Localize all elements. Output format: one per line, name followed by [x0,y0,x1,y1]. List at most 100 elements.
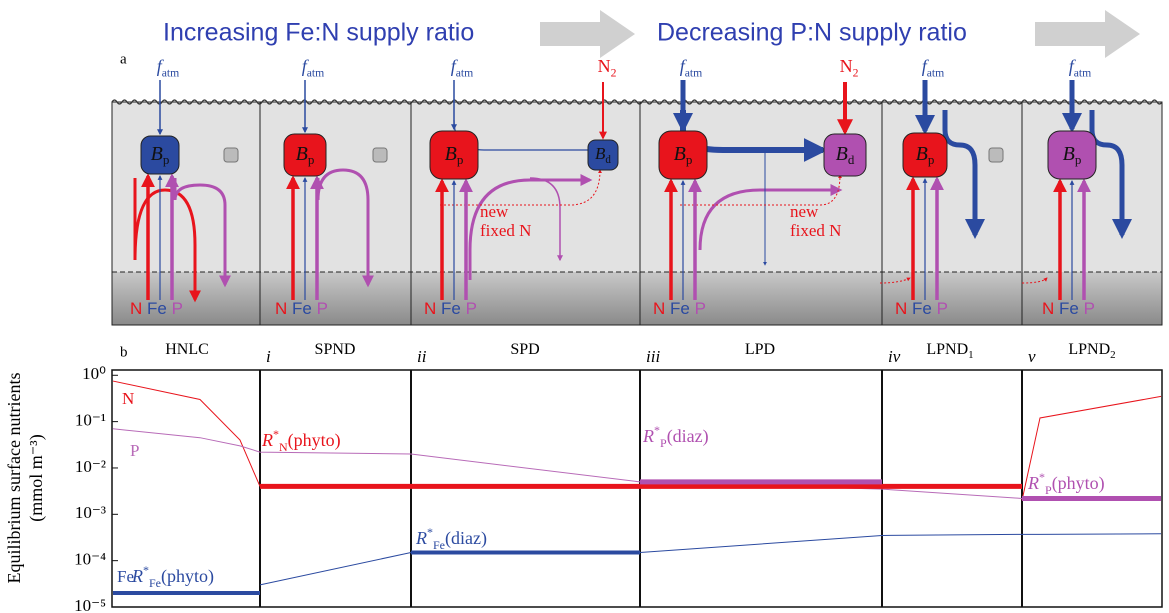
label-main: B [595,144,606,163]
label-sup: * [143,563,149,577]
nutrient-label: P [466,299,477,318]
label-sub: p [308,152,315,167]
panel-b: 10⁰10⁻¹10⁻²10⁻³10⁻⁴10⁻⁵Equilibrium surfa… [4,341,1161,613]
regime-label: HNLC [165,341,209,358]
boundary-label: i [266,347,271,366]
fixed-n-label: new [790,202,819,221]
label-sub: Fe [149,576,161,590]
nutrient-label: P [1084,299,1095,318]
header-right: Decreasing P:N supply ratio [657,19,967,47]
nutrient-label: P [172,299,183,318]
label-sup: * [654,423,660,437]
y-axis-label: (mmol m⁻³) [26,434,47,521]
series-label: P [130,441,139,460]
nutrient-label: Fe [292,299,312,318]
regime-label: SPD [510,341,539,358]
regime-label: LPND1 [926,341,973,361]
label-main: B [296,143,308,165]
label-main: R [261,430,273,450]
deep-layer [112,272,1162,325]
label-main: R [131,566,143,586]
nutrient-label: P [317,299,328,318]
boundary-label: v [1028,347,1036,366]
y-tick-label: 10⁻⁵ [74,596,106,613]
y-tick-label: 10⁻¹ [75,411,106,430]
regime-name: LPND [1068,341,1110,358]
nutrient-labels: N Fe P [424,299,477,318]
label-sub: N [279,440,288,454]
label-sub: p [928,152,935,167]
regime-label: LPND2 [1068,341,1115,361]
label-sub: atm [456,66,474,79]
series-label: R*Fe(diaz) [415,525,487,552]
label-sub: 2 [611,66,617,79]
label-suffix: (phyto) [288,430,341,451]
flux-label: fatm [1069,56,1092,79]
regime-name: SPND [315,341,356,358]
flux-label: fatm [922,56,945,79]
label-sup: * [427,525,433,539]
series-label: R*Fe(phyto) [131,563,214,590]
regime-name: SPD [510,341,539,358]
nutrient-label: N [1042,299,1054,318]
label-main: R [1027,473,1039,493]
nutrient-label: Fe [441,299,461,318]
nutrient-label: Fe [670,299,690,318]
regime-name: HNLC [165,341,209,358]
label-main: B [836,143,848,165]
nutrient-label: Fe [147,299,167,318]
nutrient-labels: N Fe P [1042,299,1095,318]
nutrient-label: P [695,299,706,318]
flux-label: fatm [302,56,325,79]
arrow [540,10,635,58]
label-main: B [151,143,163,165]
label-suffix: (phyto) [1052,473,1105,494]
label-sub: atm [1074,66,1092,79]
label-main: N [840,56,853,76]
label-sup: * [1039,470,1045,484]
boundary-label: ii [417,347,427,366]
flux-label: fatm [157,56,180,79]
label-sub: atm [162,66,180,79]
particle [373,148,387,162]
label-sub: atm [307,66,325,79]
fixed-n-label: new [480,202,509,221]
flux-label: fatm [680,56,703,79]
header-left: Increasing Fe:N supply ratio [163,19,474,47]
label-sub: Fe [433,538,445,552]
nutrient-label: N [130,299,142,318]
regime-name: LPD [745,341,775,358]
series-label: R*P(phyto) [1027,470,1105,497]
nutrient-label: N [275,299,287,318]
figure: Increasing Fe:N supply ratio Decreasing … [0,0,1169,613]
series-line [260,534,1161,585]
fixed-n-label: fixed N [790,221,841,240]
regime-name: LPND [926,341,968,358]
surface-layer [112,102,1162,272]
y-tick-label: 10⁻² [75,457,106,476]
y-axis-label: Equilibrium surface nutrients [4,373,24,584]
nutrient-labels: N Fe P [653,299,706,318]
series-label: R*P(diaz) [642,423,709,450]
boundary-label: iv [888,347,901,366]
label-main: B [1063,143,1075,165]
n2-label: N2 [598,56,617,79]
label-main: R [642,426,654,446]
label-main: R [415,528,427,548]
label-main: N [598,56,611,76]
label-sub: p [457,152,464,167]
label-suffix: (diaz) [445,528,487,549]
label-sub: d [605,154,611,166]
y-tick-label: 10⁰ [82,364,106,383]
label-sub: atm [685,66,703,79]
label-sub: p [1075,152,1082,167]
label-suffix: (phyto) [161,566,214,587]
n2-label: N2 [840,56,859,79]
regime-sub: 1 [968,349,974,361]
label-main: B [674,143,686,165]
label-main: B [445,143,457,165]
nutrient-label: N [895,299,907,318]
nutrient-labels: N Fe P [895,299,948,318]
label-suffix: (diaz) [667,426,709,447]
regime-sub: 2 [1110,349,1116,361]
